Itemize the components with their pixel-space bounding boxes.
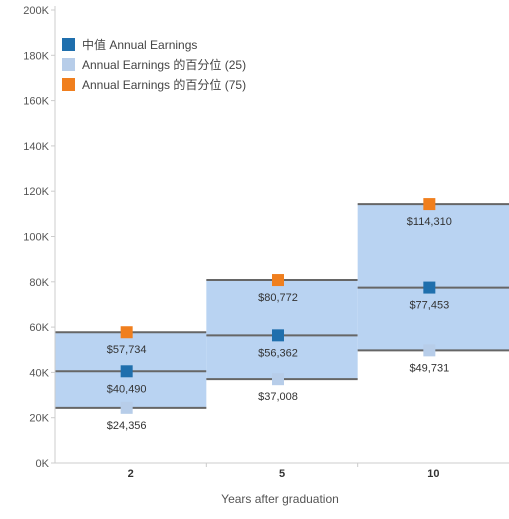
legend-swatch-2 <box>62 78 75 91</box>
x-tick-label-10: 10 <box>427 468 439 480</box>
x-tick-label-2: 2 <box>128 468 134 480</box>
p25-data-label-5: $37,008 <box>258 391 298 403</box>
p75-point-5 <box>272 274 284 287</box>
axis-layer: 0K 20K 40K 60K 80K 100K 120K 140K 160K 180K 200K 2 5… <box>23 5 509 480</box>
p25-point-2 <box>120 401 133 414</box>
median-data-label-5: $56,362 <box>258 347 298 359</box>
y-tick-label-40K: 40K <box>29 367 49 379</box>
y-tick-label-20K: 20K <box>29 413 49 425</box>
x-axis-title: Years after graduation <box>221 492 339 506</box>
y-tick-label-160K: 160K <box>23 96 49 108</box>
data-label-layer: $40,490 $56,362 $77,453 $24,356 $37,008 $49,7… <box>107 216 452 432</box>
legend-swatch-1 <box>62 58 75 71</box>
p75-point-2 <box>120 326 133 339</box>
legend-label-1: Annual Earnings 的百分位 (25) <box>82 57 246 72</box>
x-tick-label-5: 5 <box>279 468 285 480</box>
y-tick-label-180K: 180K <box>23 50 49 62</box>
p75-data-label-2: $57,734 <box>107 344 147 356</box>
median-data-label-2: $40,490 <box>107 383 147 395</box>
p25-point-10 <box>423 344 436 357</box>
median-point-10 <box>423 281 436 294</box>
iqr-band-10 <box>357 204 509 351</box>
p25-point-5 <box>272 373 284 386</box>
y-tick-label-80K: 80K <box>29 277 49 289</box>
p25-data-label-2: $24,356 <box>107 420 147 432</box>
p25-data-label-10: $49,731 <box>409 362 449 374</box>
band-layer <box>55 203 509 409</box>
y-tick-label-140K: 140K <box>23 141 49 153</box>
legend[interactable]: 中值 Annual Earnings Annual Earnings 的百分位 (… <box>62 37 246 92</box>
median-point-2 <box>120 365 133 378</box>
y-tick-label-200K: 200K <box>23 5 49 17</box>
legend-label-0: 中值 Annual Earnings <box>82 37 197 52</box>
y-tick-label-0K: 0K <box>36 458 50 470</box>
median-data-label-10: $77,453 <box>409 300 449 312</box>
legend-swatch-0 <box>62 38 75 51</box>
median-point-5 <box>272 329 284 342</box>
p75-data-label-10: $114,310 <box>407 216 452 228</box>
y-tick-label-60K: 60K <box>29 322 49 334</box>
legend-label-2: Annual Earnings 的百分位 (75) <box>82 77 246 92</box>
y-tick-label-120K: 120K <box>23 186 49 198</box>
p75-point-10 <box>423 198 436 211</box>
marks-layer <box>120 198 436 414</box>
y-tick-label-100K: 100K <box>23 232 49 244</box>
p75-data-label-5: $80,772 <box>258 292 298 304</box>
